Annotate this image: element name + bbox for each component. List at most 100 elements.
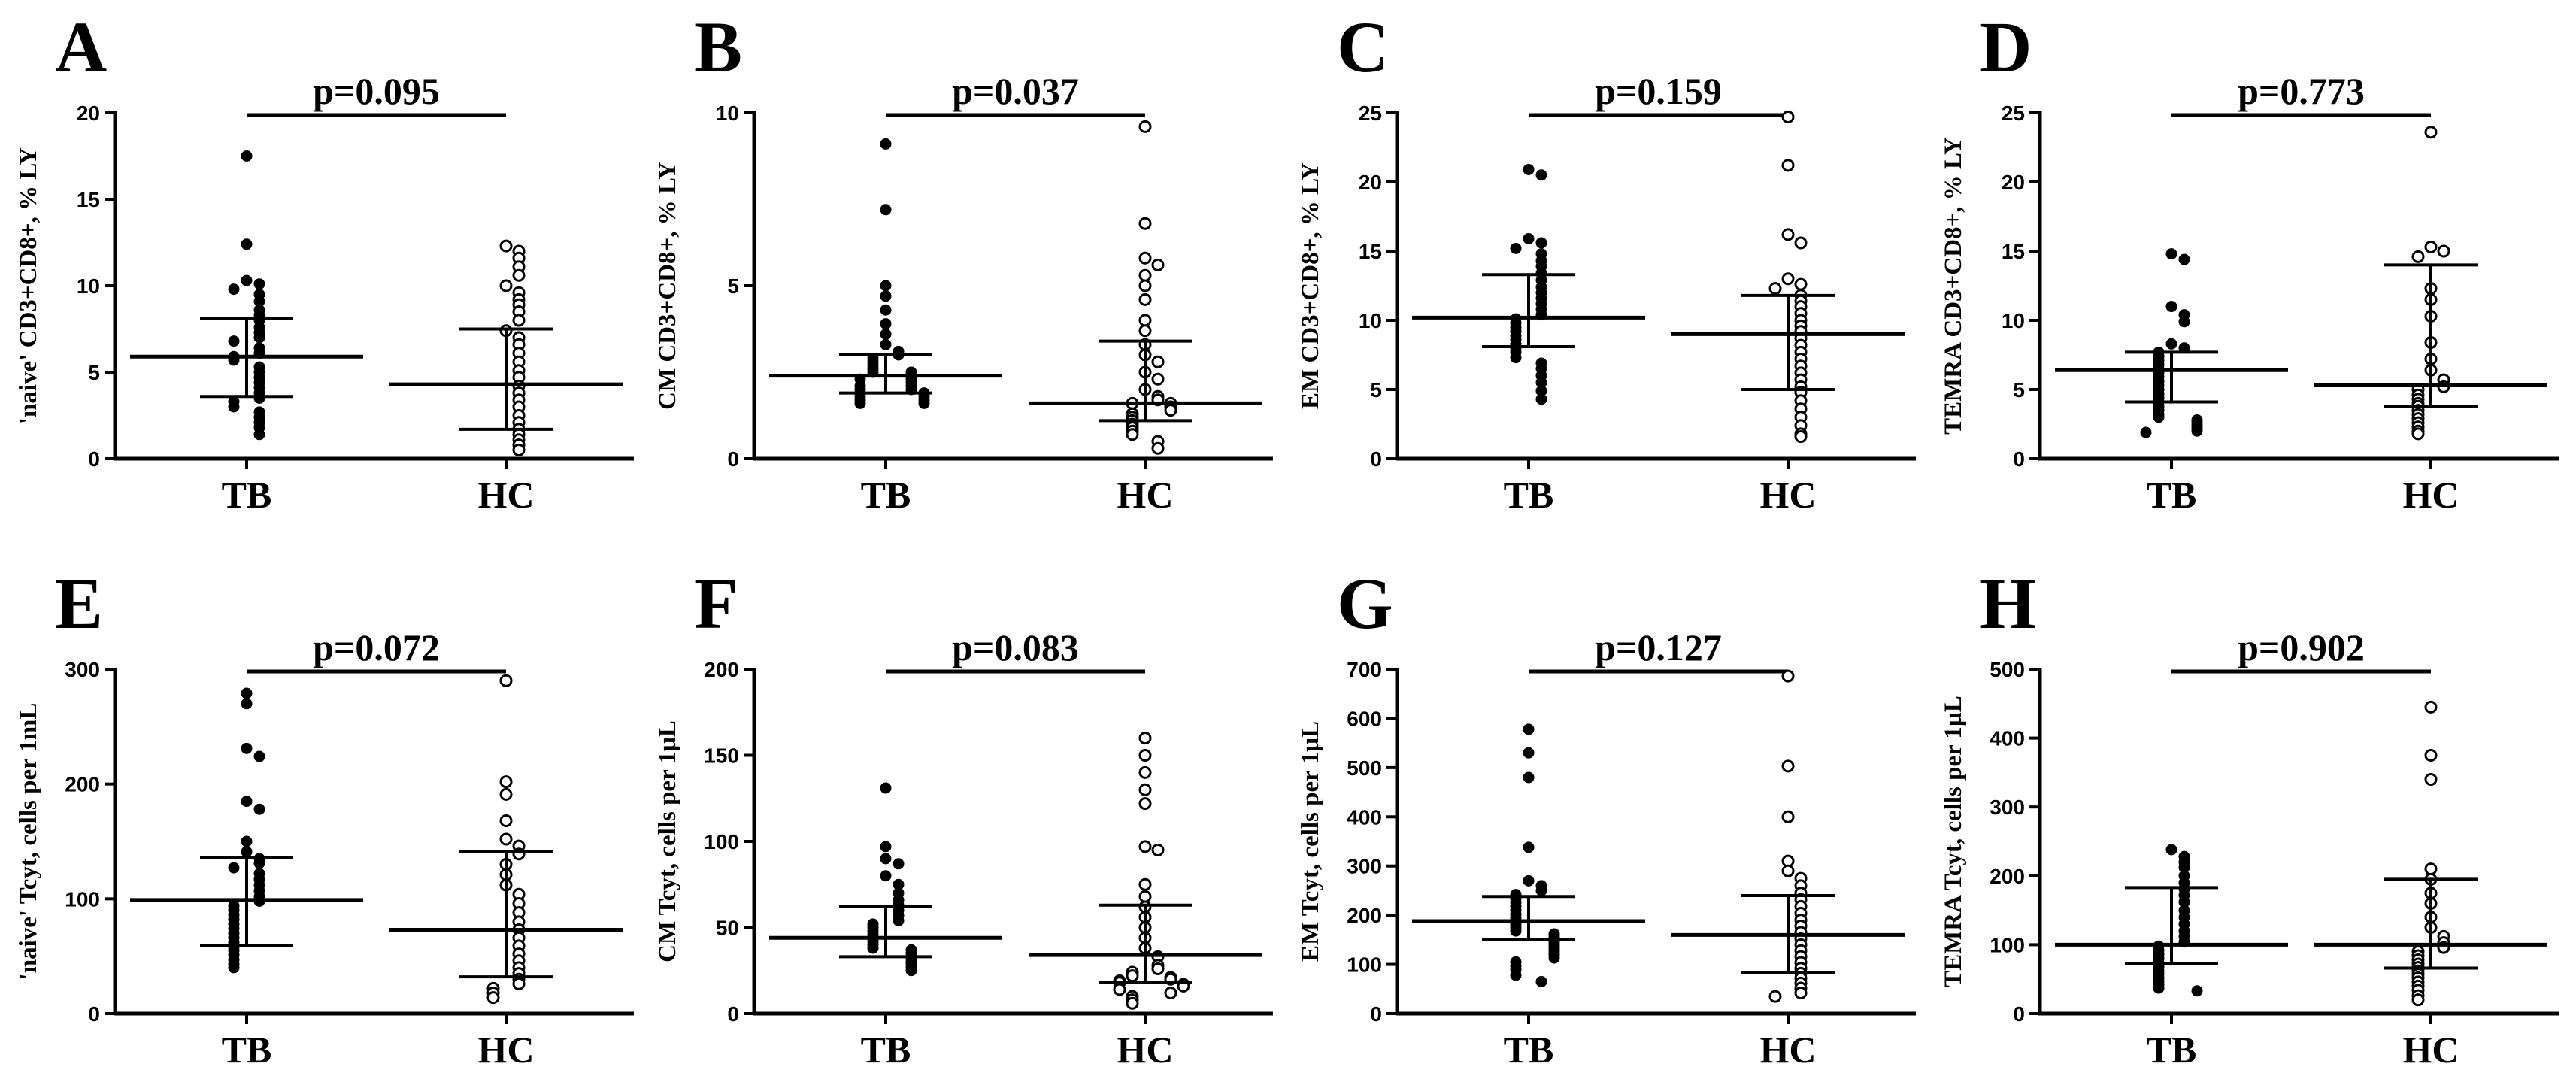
series-TB — [130, 687, 363, 974]
data-point-tb — [228, 283, 240, 296]
data-point-tb — [253, 803, 265, 815]
data-point-tb — [2165, 301, 2177, 313]
data-point-tb — [241, 835, 253, 847]
data-point-tb — [918, 397, 930, 409]
series-TB — [2055, 844, 2288, 997]
panel-D: Dp=0.773 0 5 10 15 20 25 TEMRA CD3+CD8+, % LY TB… — [1940, 7, 2559, 516]
data-point-tb — [228, 962, 240, 974]
data-point-hc — [2424, 700, 2438, 714]
data-point-hc — [512, 268, 526, 282]
y-tick-label: 5 — [2013, 378, 2025, 402]
y-tick-label: 50 — [716, 917, 739, 940]
pvalue-label: p=0.773 — [2238, 70, 2365, 112]
data-point-hc — [499, 787, 513, 801]
series-TB — [2055, 248, 2288, 438]
pvalue-label: p=0.902 — [2238, 626, 2365, 668]
data-point-tb — [1523, 841, 1535, 853]
y-axis-label: 'naive' Tcyt, cells per 1mL — [15, 703, 42, 981]
panel-A: Ap=0.095 0 5 10 15 20 'naive' CD3+CD8+, % LY TB… — [15, 7, 634, 516]
data-point-tb — [2153, 982, 2165, 994]
panel-letter: C — [1337, 7, 1389, 87]
y-tick-label: 10 — [716, 102, 739, 125]
data-point-hc — [499, 279, 513, 292]
panel-H: Hp=0.902 0 100 200 300 400 500 TEMRA Tcyt, cell… — [1940, 563, 2559, 1071]
y-tick-label: 10 — [1359, 309, 1382, 332]
data-point-hc — [499, 239, 513, 253]
data-point-tb — [228, 401, 240, 413]
y-axis-label: 'naive' CD3+CD8+, % LY — [15, 147, 42, 424]
data-point-hc — [1151, 372, 1165, 386]
panel-G: Gp=0.127 0 100 200 300 400 500 600 700 EM Tcyt, c… — [1297, 563, 1916, 1071]
data-point-tb — [880, 280, 892, 292]
data-point-tb — [880, 318, 892, 330]
data-point-tb — [253, 332, 265, 344]
series-HC — [1671, 669, 1905, 1003]
y-tick-label: 5 — [1370, 378, 1382, 402]
y-tick-label: 5 — [727, 274, 739, 298]
x-category-label: HC — [478, 474, 535, 516]
data-point-hc — [512, 977, 526, 990]
data-point-hc — [1126, 969, 1139, 983]
data-point-tb — [253, 429, 265, 441]
data-point-tb — [1535, 237, 1547, 249]
data-point-hc — [1164, 987, 1177, 1000]
y-tick-label: 10 — [2002, 309, 2025, 332]
y-tick-label: 300 — [1990, 796, 2025, 819]
y-axis-label: CM CD3+CD8+, % LY — [654, 162, 681, 410]
pvalue-label: p=0.095 — [313, 70, 440, 112]
data-point-tb — [253, 857, 265, 869]
data-point-tb — [893, 914, 905, 926]
data-point-hc — [1138, 783, 1152, 796]
y-tick-label: 20 — [2002, 171, 2025, 194]
x-category-label: HC — [1117, 474, 1174, 516]
data-point-hc — [1781, 228, 1795, 241]
data-point-tb — [1535, 975, 1547, 987]
series-HC — [1029, 120, 1262, 455]
data-point-tb — [241, 687, 253, 699]
data-point-hc — [1138, 890, 1152, 903]
series-HC — [1671, 111, 1905, 444]
data-point-tb — [880, 138, 892, 150]
data-point-hc — [1781, 669, 1795, 683]
pvalue-label: p=0.037 — [952, 70, 1079, 112]
data-point-tb — [1523, 771, 1535, 784]
series-TB — [769, 138, 1002, 409]
data-point-hc — [1138, 797, 1152, 811]
y-tick-label: 500 — [1347, 756, 1382, 780]
series-HC — [2314, 126, 2547, 441]
data-point-hc — [1794, 236, 1808, 250]
data-point-hc — [1151, 441, 1165, 455]
series-HC — [389, 674, 623, 1005]
y-tick-label: 100 — [1347, 953, 1382, 977]
data-point-hc — [1794, 430, 1808, 444]
data-point-tb — [1535, 393, 1547, 405]
data-point-tb — [253, 750, 265, 762]
data-point-tb — [1535, 884, 1547, 896]
data-point-tb — [2178, 253, 2190, 265]
data-point-hc — [512, 314, 526, 327]
data-point-tb — [1535, 169, 1547, 181]
pvalue-label: p=0.083 — [952, 626, 1079, 668]
series-HC — [2314, 700, 2547, 1007]
panel-E: Ep=0.072 0 100 200 300 'naive' Tcyt, cells pe… — [15, 563, 634, 1071]
data-point-hc — [1138, 840, 1152, 853]
data-point-hc — [2424, 240, 2438, 253]
y-axis-label: EM CD3+CD8+, % LY — [1297, 162, 1324, 409]
data-point-tb — [228, 335, 240, 347]
data-point-tb — [241, 150, 253, 162]
data-point-hc — [1781, 864, 1795, 877]
data-point-hc — [1768, 282, 1782, 296]
data-point-tb — [1548, 952, 1560, 964]
data-point-tb — [2191, 985, 2203, 997]
y-axis-label: TEMRA CD3+CD8+, % LY — [1940, 137, 1967, 435]
data-point-tb — [2165, 338, 2177, 350]
series-HC — [389, 239, 623, 456]
data-point-tb — [893, 858, 905, 870]
y-tick-label: 300 — [65, 658, 100, 681]
y-tick-label: 700 — [1347, 658, 1382, 681]
data-point-tb — [880, 204, 892, 216]
y-tick-label: 150 — [704, 744, 739, 768]
data-point-tb — [1523, 723, 1535, 735]
y-tick-label: 0 — [2013, 447, 2025, 471]
